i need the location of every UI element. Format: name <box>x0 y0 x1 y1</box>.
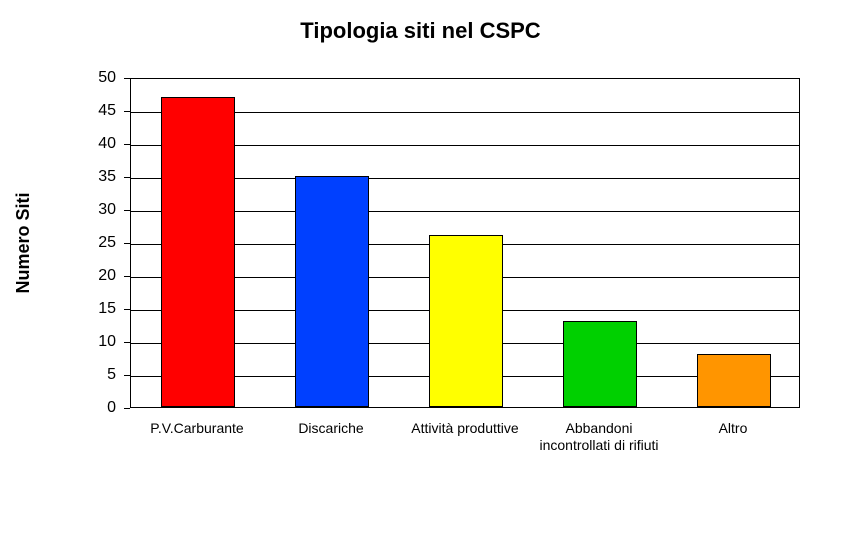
y-tick-mark <box>124 111 130 112</box>
y-tick-label: 25 <box>0 234 116 252</box>
bar-chart: Tipologia siti nel CSPC Numero Siti 0510… <box>0 0 841 536</box>
x-tick-label: Abbandoni incontrollati di rifiuti <box>532 420 666 454</box>
plot-area <box>130 78 800 408</box>
chart-title: Tipologia siti nel CSPC <box>0 18 841 44</box>
y-tick-label: 35 <box>0 168 116 186</box>
y-tick-label: 0 <box>0 399 116 417</box>
y-tick-mark <box>124 243 130 244</box>
x-tick-label: Discariche <box>264 420 398 437</box>
y-tick-mark <box>124 78 130 79</box>
x-tick-label: Attività produttive <box>398 420 532 437</box>
bar <box>161 97 235 407</box>
y-tick-mark <box>124 210 130 211</box>
x-tick-label: P.V.Carburante <box>130 420 264 437</box>
y-tick-label: 5 <box>0 366 116 384</box>
bar <box>429 235 503 407</box>
y-tick-label: 50 <box>0 69 116 87</box>
y-tick-mark <box>124 309 130 310</box>
y-tick-mark <box>124 144 130 145</box>
y-tick-mark <box>124 375 130 376</box>
bar <box>697 354 771 407</box>
y-tick-label: 10 <box>0 333 116 351</box>
y-tick-mark <box>124 342 130 343</box>
bar <box>563 321 637 407</box>
y-tick-mark <box>124 408 130 409</box>
y-tick-mark <box>124 276 130 277</box>
y-tick-label: 30 <box>0 201 116 219</box>
x-tick-label: Altro <box>666 420 800 437</box>
y-tick-label: 20 <box>0 267 116 285</box>
y-tick-label: 45 <box>0 102 116 120</box>
y-tick-label: 40 <box>0 135 116 153</box>
y-tick-mark <box>124 177 130 178</box>
y-tick-label: 15 <box>0 300 116 318</box>
bar <box>295 176 369 407</box>
